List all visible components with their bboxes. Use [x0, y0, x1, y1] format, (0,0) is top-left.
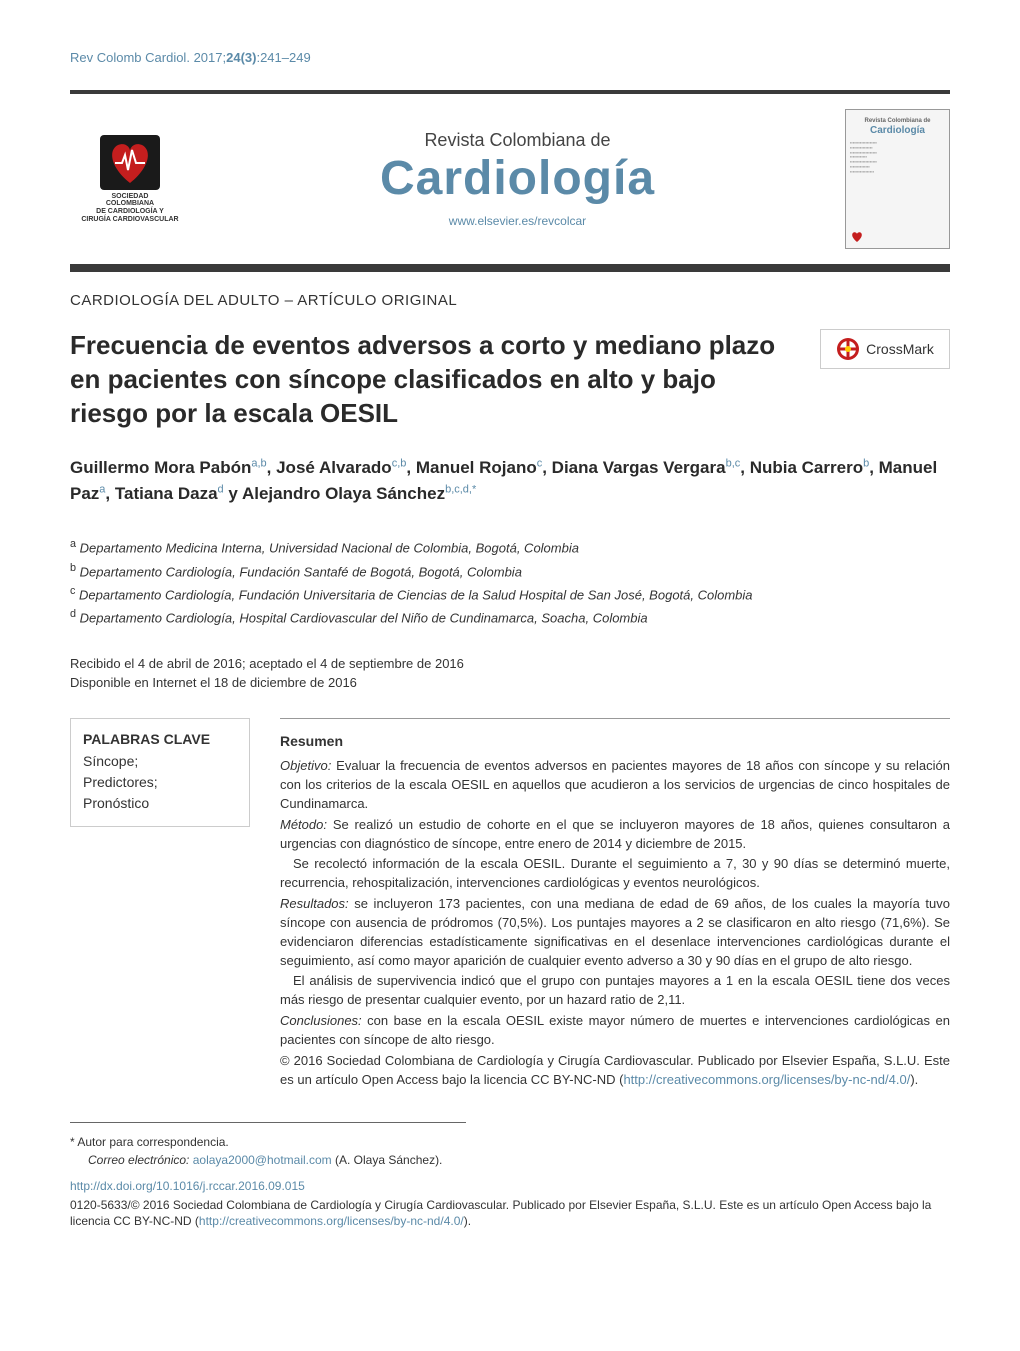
keyword-item: Predictores;	[83, 772, 237, 793]
society-logo: SOCIEDAD COLOMBIANA DE CARDIOLOGÍA Y CIR…	[70, 119, 190, 239]
citation-volume: 24(3)	[226, 50, 256, 65]
keyword-item: Síncope;	[83, 751, 237, 772]
keywords-list: Síncope; Predictores; Pronóstico	[83, 751, 237, 814]
citation-year: 2017;	[194, 50, 227, 65]
article-title: Frecuencia de eventos adversos a corto y…	[70, 329, 820, 430]
abs-resultados2: El análisis de supervivencia indicó que …	[280, 973, 950, 1007]
affiliations-list: a Departamento Medicina Interna, Univers…	[70, 536, 950, 629]
authors-list: Guillermo Mora Pabóna,b, José Alvaradoc,…	[70, 455, 950, 506]
cover-thumb-body: ▪▪▪▪▪▪▪▪▪▪▪▪▪▪▪▪▪▪▪▪▪▪▪▪▪▪▪▪▪▪▪▪▪▪▪▪▪▪▪▪…	[850, 141, 945, 175]
footer-separator	[70, 1122, 466, 1123]
footer-license-link[interactable]: http://creativecommons.org/licenses/by-n…	[199, 1214, 464, 1228]
journal-cover-thumbnail: Revista Colombiana de Cardiología ▪▪▪▪▪▪…	[845, 109, 950, 249]
correspondence: * Autor para correspondencia. Correo ele…	[70, 1133, 950, 1169]
doi-link[interactable]: http://dx.doi.org/10.1016/j.rccar.2016.0…	[70, 1179, 950, 1193]
received-date: Recibido el 4 de abril de 2016; aceptado…	[70, 654, 950, 674]
citation-pages: :241–249	[256, 50, 310, 65]
keywords-title: PALABRAS CLAVE	[83, 731, 237, 747]
journal-header: SOCIEDAD COLOMBIANA DE CARDIOLOGÍA Y CIR…	[70, 90, 950, 272]
abstract-heading: Resumen	[280, 731, 950, 751]
email-label: Correo electrónico:	[88, 1153, 189, 1167]
abs-license-link[interactable]: http://creativecommons.org/licenses/by-n…	[623, 1072, 910, 1087]
journal-title: Cardiología	[190, 151, 845, 206]
abs-conclusiones-label: Conclusiones:	[280, 1013, 362, 1028]
abs-resultados-label: Resultados:	[280, 896, 349, 911]
journal-title-block: Revista Colombiana de Cardiología www.el…	[190, 130, 845, 228]
citation-journal: Rev Colomb Cardiol.	[70, 50, 190, 65]
corr-label: Autor para correspondencia.	[77, 1135, 228, 1149]
crossmark-icon	[836, 337, 860, 361]
abs-copyright-close: ).	[910, 1072, 918, 1087]
article-dates: Recibido el 4 de abril de 2016; aceptado…	[70, 654, 950, 693]
section-label: CARDIOLOGÍA DEL ADULTO – ARTÍCULO ORIGIN…	[70, 292, 950, 309]
corr-email[interactable]: aolaya2000@hotmail.com	[193, 1153, 332, 1167]
cover-thumb-title: Revista Colombiana de Cardiología	[850, 114, 945, 136]
crossmark-badge[interactable]: CrossMark	[820, 329, 950, 369]
abs-metodo1: Se realizó un estudio de cohorte en el q…	[280, 817, 950, 851]
abstract-content: Resumen Objetivo: Evaluar la frecuencia …	[280, 718, 950, 1092]
affiliation-item: d Departamento Cardiología, Hospital Car…	[70, 606, 950, 629]
abs-conclusiones: con base en la escala OESIL existe mayor…	[280, 1013, 950, 1047]
affiliation-item: c Departamento Cardiología, Fundación Un…	[70, 583, 950, 606]
affiliation-item: b Departamento Cardiología, Fundación Sa…	[70, 560, 950, 583]
online-date: Disponible en Internet el 18 de diciembr…	[70, 673, 950, 693]
keyword-item: Pronóstico	[83, 793, 237, 814]
journal-url[interactable]: www.elsevier.es/revcolcar	[190, 214, 845, 228]
abs-resultados1: se incluyeron 173 pacientes, con una med…	[280, 896, 950, 968]
heart-logo-icon	[100, 135, 160, 190]
abs-objetivo: Evaluar la frecuencia de eventos adverso…	[280, 758, 950, 811]
citation-line: Rev Colomb Cardiol. 2017;24(3):241–249	[70, 50, 950, 65]
abs-metodo-label: Método:	[280, 817, 327, 832]
issn-copy-close: ).	[464, 1214, 471, 1228]
abs-metodo2: Se recolectó información de la escala OE…	[280, 856, 950, 890]
crossmark-label: CrossMark	[866, 341, 934, 357]
cover-heart-icon	[850, 230, 864, 244]
affiliation-item: a Departamento Medicina Interna, Univers…	[70, 536, 950, 559]
keywords-box: PALABRAS CLAVE Síncope; Predictores; Pro…	[70, 718, 250, 827]
footer-copyright: 0120-5633/© 2016 Sociedad Colombiana de …	[70, 1197, 950, 1231]
abs-objetivo-label: Objetivo:	[280, 758, 331, 773]
society-logo-text: SOCIEDAD COLOMBIANA DE CARDIOLOGÍA Y CIR…	[81, 193, 178, 224]
corr-name: (A. Olaya Sánchez).	[335, 1153, 442, 1167]
journal-pretitle: Revista Colombiana de	[190, 130, 845, 151]
